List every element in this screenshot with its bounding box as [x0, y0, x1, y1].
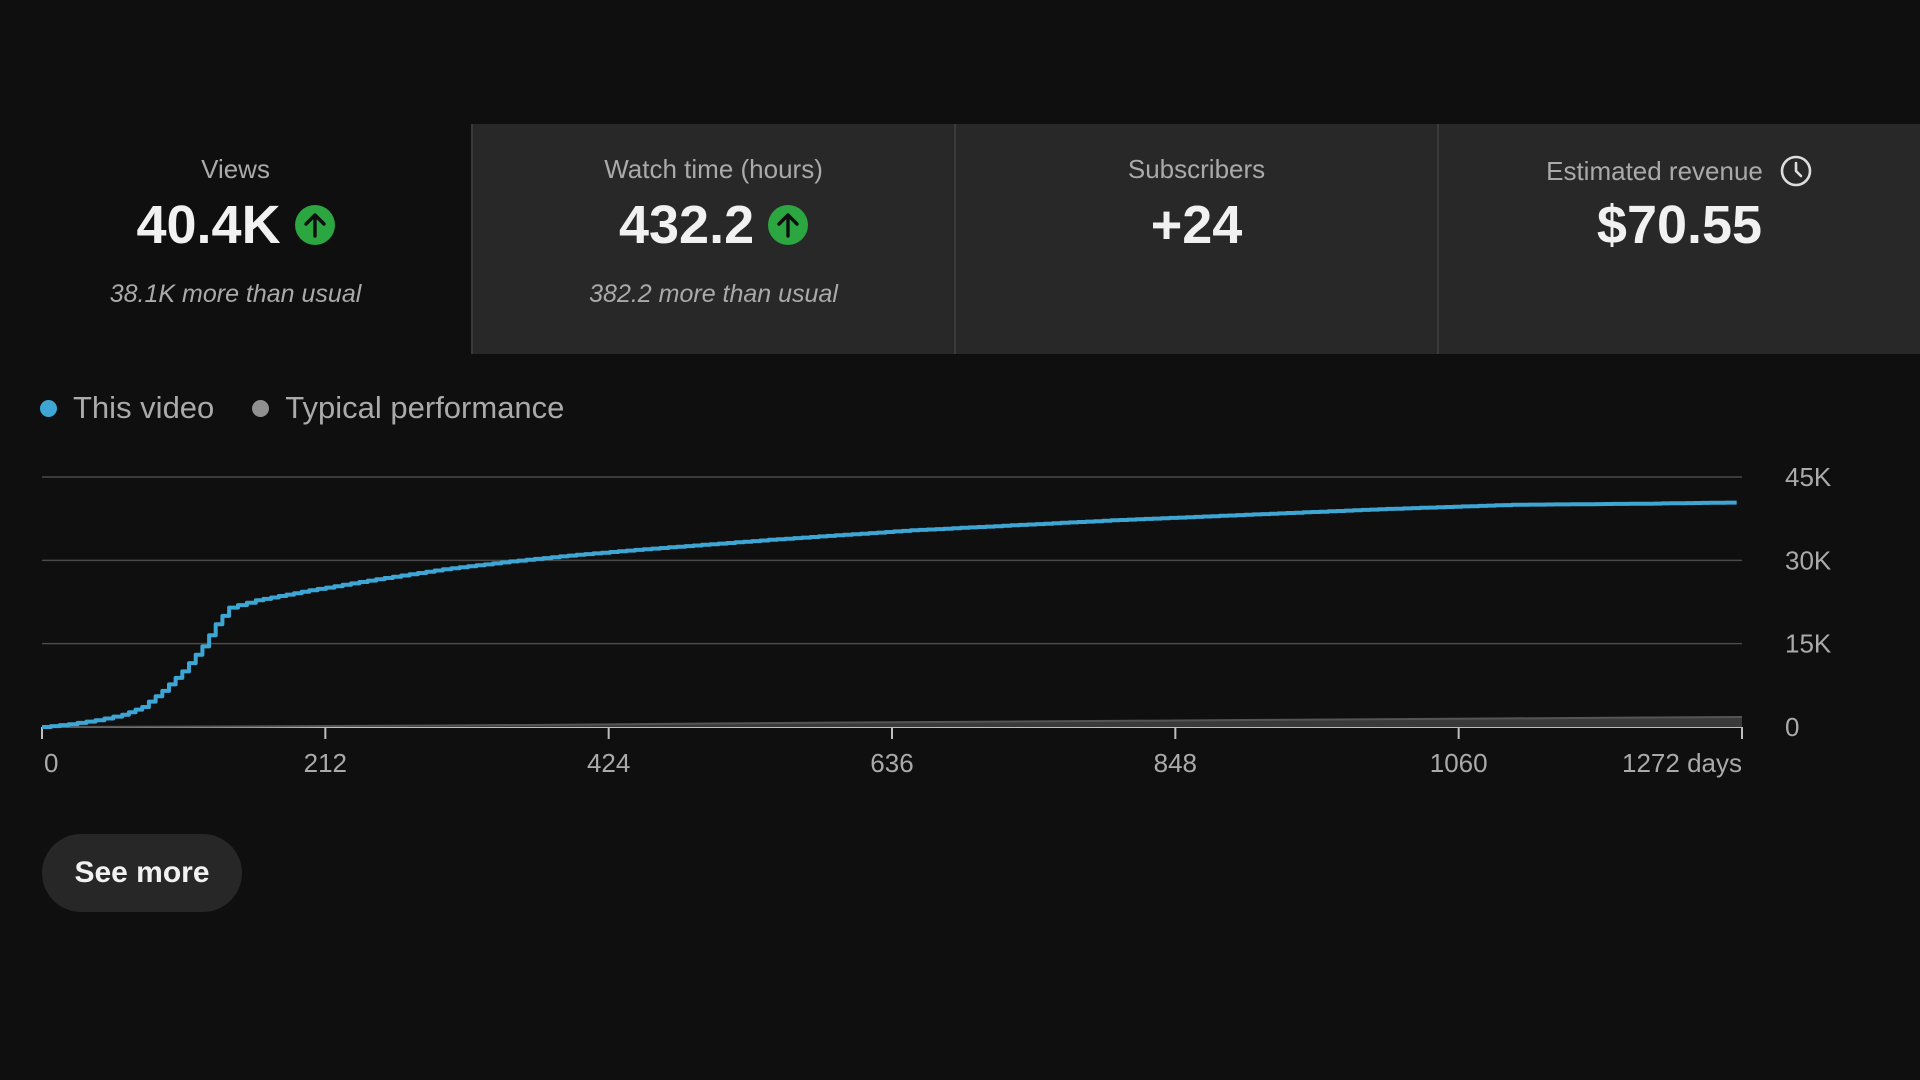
subscribers-value-row: +24 [956, 194, 1437, 256]
revenue-value-row: $70.55 [1439, 194, 1920, 256]
series-typical-performance [41, 716, 1743, 728]
revenue-label-row: Estimated revenue [1439, 154, 1920, 188]
legend-typical: Typical performance [252, 390, 564, 426]
views-label: Views [201, 154, 270, 184]
legend-dot-this-video [40, 399, 57, 417]
watch-time-value: 432.2 [618, 195, 755, 255]
tab-watch-time[interactable]: Watch time (hours) 432.2 382.2 more than… [471, 124, 955, 354]
x-tick-label: 424 [587, 748, 630, 778]
series-this-video [42, 500, 1737, 729]
subscribers-value: +24 [1150, 195, 1243, 255]
legend-this-video-label: This video [73, 390, 215, 425]
x-tick-label: 1060 [1430, 748, 1488, 778]
metric-tabs: Views 40.4K 38.1K more than usual Watch … [0, 124, 1920, 354]
y-tick-label: 15K [1785, 629, 1832, 659]
arrow-up-icon [768, 205, 809, 245]
tab-views[interactable]: Views 40.4K 38.1K more than usual [0, 124, 472, 354]
tab-estimated-revenue[interactable]: Estimated revenue $70.55 [1437, 124, 1920, 354]
y-tick-label: 45K [1785, 462, 1832, 492]
watch-time-value-row: 432.2 [473, 194, 954, 256]
views-value-row: 40.4K [0, 194, 471, 256]
x-tick-label: 636 [870, 748, 913, 778]
x-tick-label: 1272 days [1622, 748, 1742, 778]
series-typical-performance-area [42, 717, 1742, 727]
legend-typical-label: Typical performance [285, 390, 565, 425]
x-tick-label: 0 [44, 748, 58, 778]
subscribers-label: Subscribers [1127, 154, 1266, 184]
chart-legend: This video Typical performance [40, 390, 564, 426]
views-chart[interactable]: 0 15K 30K 45K 0 212 424 636 848 1060 1272 days [0, 440, 1920, 800]
y-tick-label: 0 [1785, 712, 1799, 742]
y-tick-label: 30K [1785, 545, 1832, 575]
views-value: 40.4K [136, 195, 281, 255]
clock-icon[interactable] [1779, 154, 1813, 188]
x-tick-label: 848 [1154, 748, 1197, 778]
revenue-label: Estimated revenue [1546, 155, 1763, 186]
watch-time-label: Watch time (hours) [604, 154, 823, 184]
revenue-value: $70.55 [1596, 195, 1763, 255]
watch-time-comparison: 382.2 more than usual [589, 280, 838, 308]
legend-dot-typical [252, 399, 270, 417]
legend-this-video: This video [40, 390, 214, 426]
see-more-button[interactable]: See more [42, 834, 242, 912]
x-tick-label: 212 [304, 748, 347, 778]
tab-subscribers[interactable]: Subscribers +24 [954, 124, 1438, 354]
views-comparison: 38.1K more than usual [109, 280, 362, 308]
arrow-up-icon [294, 205, 335, 245]
